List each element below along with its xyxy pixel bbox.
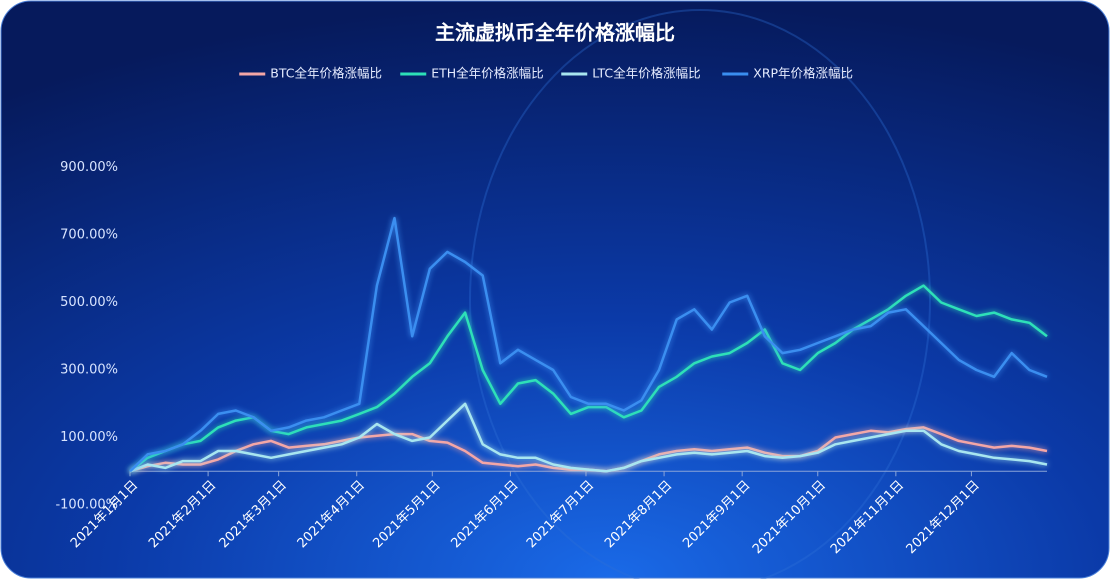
series-line <box>129 402 1048 473</box>
y-tick-label: 300.00% <box>60 363 118 378</box>
series-line <box>129 284 1048 473</box>
legend-label: XRP年价格涨幅比 <box>753 66 853 81</box>
legend-label: LTC全年价格涨幅比 <box>592 66 700 81</box>
globe-decoration <box>469 9 931 579</box>
y-tick-label: 500.00% <box>60 295 118 310</box>
y-tick-label: -100.00% <box>55 498 118 513</box>
legend-label: BTC全年价格涨幅比 <box>270 66 382 81</box>
y-tick-label: 700.00% <box>60 228 118 243</box>
legend-label: ETH全年价格涨幅比 <box>431 66 543 81</box>
y-tick-label: 100.00% <box>60 430 118 445</box>
chart-title: 主流虚拟币全年价格涨幅比 <box>435 21 675 45</box>
y-tick-label: 900.00% <box>60 160 118 175</box>
series-line <box>129 216 1048 473</box>
